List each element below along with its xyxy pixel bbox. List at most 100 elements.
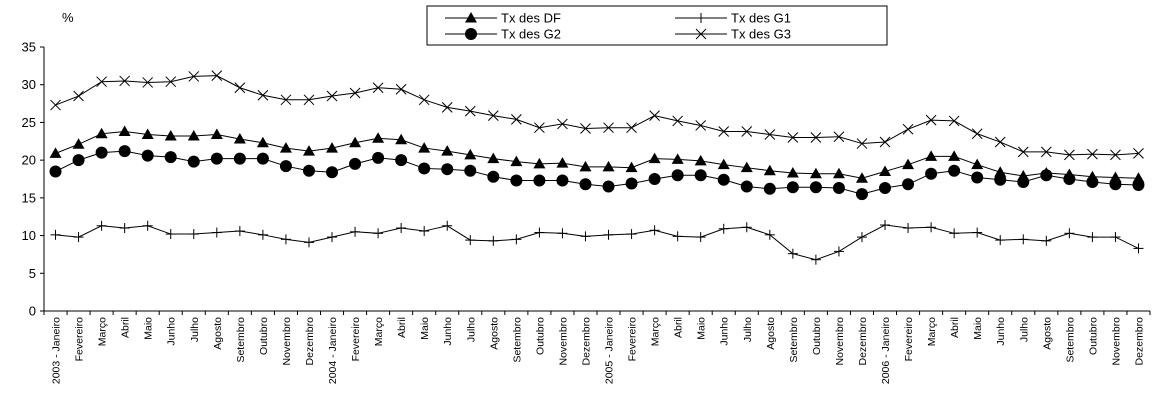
plus-marker — [926, 222, 937, 233]
x-marker — [534, 122, 545, 134]
circle-marker — [740, 180, 753, 193]
triangle-marker — [925, 150, 938, 161]
circle-marker — [1109, 178, 1122, 191]
x-marker-b — [695, 28, 707, 40]
plus-marker — [672, 231, 683, 242]
x-marker-b — [649, 110, 660, 121]
legend-item: Tx des DF — [445, 11, 561, 26]
x-marker — [810, 132, 822, 143]
triangle-marker — [372, 132, 385, 143]
x-marker-b — [487, 110, 499, 121]
x-tick-label: Julho — [465, 317, 477, 342]
x-marker — [833, 131, 845, 143]
series-line — [55, 224, 1139, 261]
circle-marker — [948, 164, 961, 177]
x-tick-label: Julho — [742, 317, 754, 342]
plus-marker — [50, 229, 61, 240]
x-tick-label: Novembro — [281, 317, 293, 366]
triangle-marker — [141, 128, 154, 139]
plus-marker — [465, 235, 476, 246]
circle-marker — [349, 157, 362, 170]
x-tick-label: Setembro — [1064, 317, 1076, 363]
triangle-marker — [118, 125, 131, 136]
x-marker — [971, 128, 983, 140]
x-marker-b — [902, 123, 914, 135]
x-marker — [787, 132, 799, 143]
circle-marker — [302, 164, 315, 177]
x-marker-b — [395, 83, 407, 95]
plus-marker — [396, 223, 407, 234]
plus-marker — [303, 237, 314, 248]
plus-marker — [1018, 234, 1029, 245]
x-marker-b — [211, 70, 223, 82]
plus-marker — [695, 232, 706, 243]
plus-marker — [488, 235, 499, 246]
triangle-marker — [187, 130, 200, 141]
circle-marker — [279, 160, 292, 173]
y-tick-label: 0 — [29, 304, 36, 319]
x-marker-b — [810, 132, 822, 143]
x-marker-b — [1064, 149, 1075, 161]
legend-box — [426, 5, 888, 46]
circle-marker — [164, 151, 177, 164]
x-marker-b — [96, 76, 107, 88]
x-tick-label: Julho — [1018, 317, 1030, 342]
x-marker-b — [741, 126, 753, 137]
plus-marker — [280, 234, 291, 245]
plus-marker — [741, 222, 752, 233]
x-tick-label: Fevereiro — [627, 317, 639, 362]
x-marker-b — [626, 122, 637, 134]
x-marker-b — [280, 94, 292, 106]
triangle-marker — [49, 147, 62, 158]
triangle-marker — [648, 152, 661, 164]
plus-marker — [73, 232, 84, 243]
x-marker — [856, 138, 868, 149]
circle-marker — [256, 152, 269, 165]
plus-marker — [995, 235, 1006, 246]
circle-marker — [95, 146, 108, 159]
x-marker — [119, 75, 130, 87]
plus-marker — [350, 226, 361, 237]
y-tick-label: 5 — [29, 266, 36, 281]
x-marker — [73, 90, 84, 102]
x-marker — [418, 94, 430, 106]
x-tick-label: Outubro — [534, 317, 546, 355]
x-tick-label: Junho — [442, 317, 454, 346]
x-marker-b — [580, 123, 591, 134]
triangle-marker — [855, 172, 868, 183]
circle-marker — [809, 181, 822, 194]
x-marker — [395, 83, 407, 95]
plus-marker — [764, 229, 775, 240]
x-marker — [1017, 146, 1029, 158]
x-tick-label: Agosto — [765, 317, 777, 350]
triangle-marker — [349, 136, 362, 148]
plus-marker — [833, 246, 844, 257]
circle-marker — [763, 182, 776, 195]
x-marker-b — [464, 105, 476, 117]
triangle-marker — [326, 142, 339, 153]
triangle-marker — [464, 148, 477, 160]
x-tick-label: Fevereiro — [903, 317, 915, 362]
series-layer — [49, 70, 1145, 265]
x-tick-label: Março — [97, 317, 109, 346]
plus-marker — [142, 220, 153, 231]
plus-marker — [165, 229, 176, 240]
x-marker-b — [994, 136, 1006, 148]
x-marker — [142, 77, 154, 88]
triangle-marker — [164, 130, 177, 141]
circle-marker — [372, 151, 385, 164]
x-marker — [1040, 146, 1052, 158]
plus-marker — [327, 232, 338, 243]
x-tick-label: Novembro — [834, 317, 846, 366]
x-marker-b — [1133, 148, 1144, 159]
triangle-marker — [418, 142, 431, 153]
x-marker-b — [1087, 148, 1098, 160]
triangle-marker — [72, 138, 85, 149]
plus-marker — [1064, 228, 1075, 239]
circle-marker — [72, 154, 85, 167]
x-tick-label: Fevereiro — [74, 317, 86, 362]
x-marker — [580, 123, 591, 134]
x-marker — [349, 87, 361, 99]
x-tick-label: Abril — [949, 317, 961, 338]
x-marker-b — [50, 99, 61, 111]
